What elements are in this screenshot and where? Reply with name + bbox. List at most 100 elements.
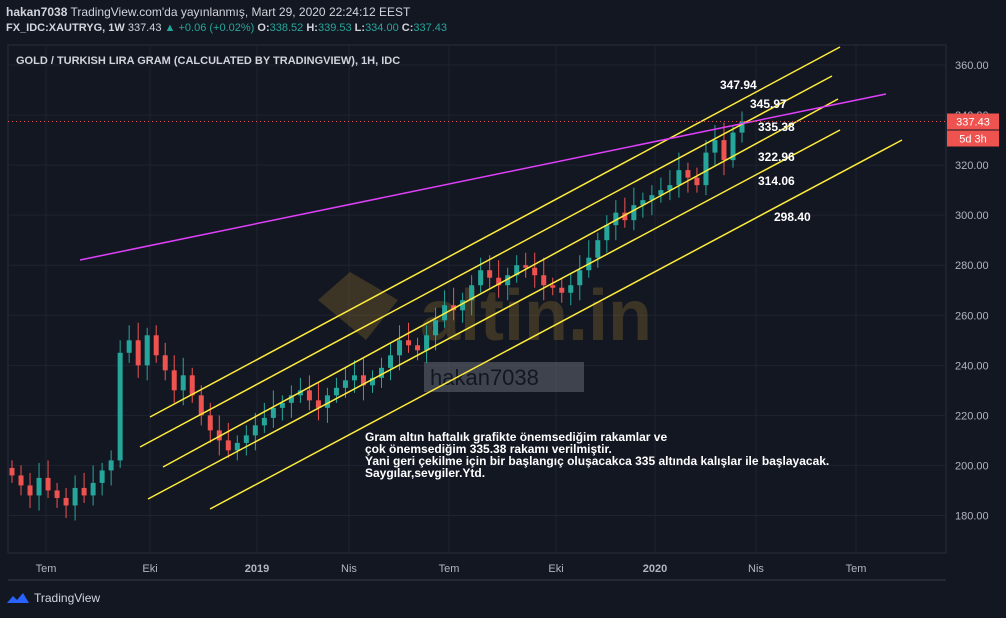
candle-body [225,440,231,451]
x-tick-label: 2019 [245,563,269,575]
x-tick-label: Nis [748,563,764,575]
candle-body [541,275,547,286]
channel-line [209,139,903,510]
candle-body [243,435,249,443]
candle-body [342,380,348,388]
y-tick-label: 280.00 [955,260,989,272]
candle-body [712,140,718,153]
watermark-user: hakan7038 [430,365,539,390]
candle-body [469,285,475,301]
watermark-user-box [424,362,584,392]
candle-body [162,355,168,371]
candle-body [36,477,42,496]
author-name[interactable]: hakan7038 [6,5,68,19]
y-tick-label: 320.00 [955,160,989,172]
candle-body [703,152,709,186]
candle-body [234,442,240,451]
high-label: H: [306,22,318,34]
candle-body [613,212,619,226]
x-tick-label: Eki [142,563,157,575]
candle-body [397,340,403,356]
candle-body [568,285,574,293]
level-label: 322.96 [758,150,795,164]
candle-body [270,407,276,418]
candle-body [622,212,628,221]
tradingview-brand: TradingView [34,591,101,605]
x-tick-label: Eki [548,563,563,575]
publish-info: hakan7038 TradingView.com'da yayınlanmış… [6,5,410,19]
channel-line [139,75,833,448]
candle-body [171,370,177,391]
close-value: 337.43 [413,22,448,34]
candle-body [676,170,682,186]
candle-body [360,375,366,386]
symbol-name[interactable]: FX_IDC:XAUTRYG, 1W [6,22,125,34]
symbol-legend: FX_IDC:XAUTRYG, 1W 337.43 ▲ +0.06 (+0.02… [6,22,447,34]
candle-body [685,170,691,178]
candle-body [261,417,267,426]
level-label: 347.94 [720,78,757,92]
candle-body [72,487,78,506]
candle-body [351,375,357,381]
close-label: C: [401,22,414,34]
candle-body [415,345,421,351]
candle-body [379,367,385,378]
pane-frame [7,44,947,554]
publish-date: TradingView.com'da yayınlanmış, Mart 29,… [70,5,411,19]
candle-body [153,335,159,356]
candle-body [288,395,294,403]
last-price-text: 337.43 [956,117,990,129]
x-tick-label: 2020 [643,563,667,575]
candle-body [189,375,195,396]
candle-body [180,375,186,391]
candle-body [460,300,466,311]
watermark-brand: altin.in [420,276,652,356]
candle-body [406,340,412,346]
countdown-badge [947,130,999,147]
candle-body [18,475,24,486]
chart-title: GOLD / TURKISH LIRA GRAM (CALCULATED BY … [16,55,400,67]
open-value: 338.52 [269,22,304,34]
tradingview-footer[interactable]: TradingView [6,591,100,605]
low-value: 334.00 [365,22,399,34]
trend-line [79,93,887,261]
level-label: 335.38 [758,120,795,134]
candle-body [559,287,565,293]
candle-body [306,390,312,401]
candle-body [207,415,213,431]
level-label: 314.06 [758,174,795,188]
candle-body [126,340,132,353]
candle-body [216,430,222,441]
high-value: 339.53 [317,22,352,34]
x-tick-label: Tem [439,563,460,575]
candle-body [9,467,15,476]
candle-body [45,477,51,491]
tradingview-logo-icon [7,593,29,603]
last-price: 337.43 [127,22,162,34]
candle-body [604,225,610,241]
candle-body [523,265,529,268]
candle-body [478,270,484,286]
candle-body [514,265,520,276]
candle-body [252,425,258,436]
candle-body [324,395,330,408]
candle-body [63,497,69,506]
candle-body [640,200,646,206]
countdown-text: 5d 3h [959,134,987,146]
y-tick-label: 300.00 [955,210,989,222]
price-change: ▲ +0.06 (+0.02%) [164,22,255,34]
y-tick-label: 240.00 [955,360,989,372]
x-tick-label: Nis [341,563,357,575]
candle-body [333,387,339,396]
channel-line [149,46,841,418]
candle-body [279,402,285,408]
x-tick-label: Tem [36,563,57,575]
candle-body [81,487,87,496]
candle-body [108,460,114,471]
analysis-note: Gram altın haftalık grafikte önemsediğim… [365,430,830,480]
channel-line [162,98,839,468]
candle-body [694,177,700,186]
candle-body [388,355,394,368]
candle-body [433,320,439,336]
